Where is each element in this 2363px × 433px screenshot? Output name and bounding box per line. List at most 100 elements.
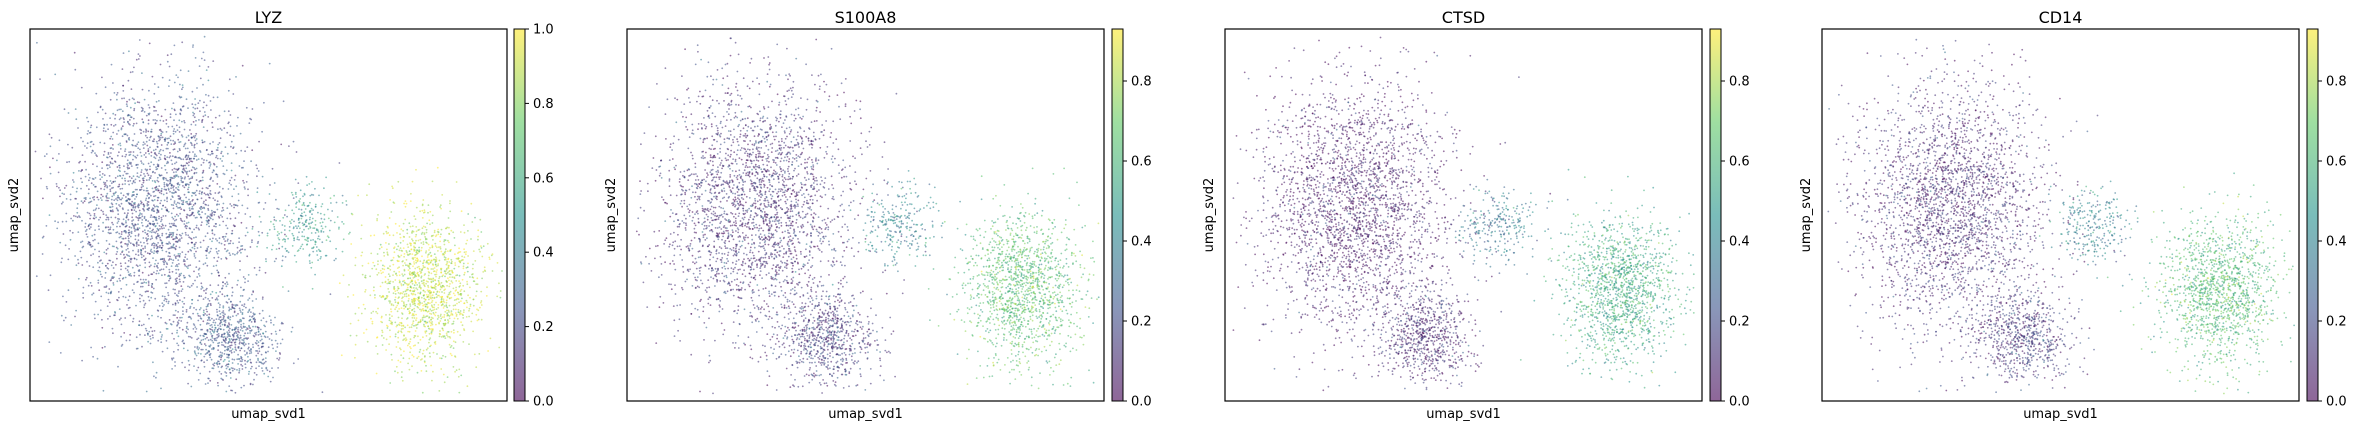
data-point [209, 165, 211, 167]
data-point [265, 261, 267, 263]
data-point [167, 54, 169, 56]
data-point [255, 298, 257, 300]
data-point [186, 309, 188, 311]
data-point [82, 297, 84, 299]
data-point [157, 223, 159, 225]
data-point [164, 296, 166, 298]
data-point [439, 333, 441, 335]
data-point [94, 213, 96, 215]
data-point [205, 345, 207, 347]
data-point [180, 320, 182, 322]
data-point [362, 274, 364, 276]
data-point [148, 198, 150, 200]
data-point [186, 173, 188, 175]
data-point [445, 259, 447, 261]
data-point [410, 193, 412, 195]
data-point [102, 222, 104, 224]
data-point [160, 331, 162, 333]
data-point [207, 193, 209, 195]
data-point [446, 312, 448, 314]
data-point [182, 177, 184, 179]
data-point [110, 190, 112, 192]
data-point [300, 215, 302, 217]
data-point [428, 291, 430, 293]
data-point [445, 272, 447, 274]
data-point [81, 200, 83, 202]
data-point [157, 146, 159, 148]
data-point [412, 265, 414, 267]
data-point [137, 155, 139, 157]
data-point [197, 346, 199, 348]
data-point [211, 359, 213, 361]
data-point [188, 165, 190, 167]
data-point [191, 303, 193, 305]
data-point [153, 375, 155, 377]
data-point [783, 253, 785, 255]
data-point [400, 292, 402, 294]
data-point [457, 318, 459, 320]
data-point [291, 331, 293, 333]
data-point [117, 199, 119, 201]
data-point [70, 324, 72, 326]
data-point [81, 220, 83, 222]
data-point [333, 260, 335, 262]
data-point [155, 110, 157, 112]
data-point [445, 280, 447, 282]
data-point [112, 148, 114, 150]
data-point [235, 331, 237, 333]
data-point [312, 218, 314, 220]
data-point [407, 324, 409, 326]
data-point [184, 297, 186, 299]
data-point [149, 107, 151, 109]
data-point [435, 276, 437, 278]
data-point [230, 301, 232, 303]
data-point [119, 308, 121, 310]
data-point [173, 351, 175, 353]
data-point [134, 198, 136, 200]
data-point [463, 224, 465, 226]
data-point [429, 292, 431, 294]
data-point [89, 198, 91, 200]
data-point [134, 207, 136, 209]
data-point [458, 247, 460, 249]
data-point [451, 355, 453, 357]
data-point [366, 194, 368, 196]
data-point [141, 215, 143, 217]
data-point [125, 220, 127, 222]
data-point [387, 279, 389, 281]
data-point [135, 235, 137, 237]
data-point [181, 134, 183, 136]
data-point [216, 240, 218, 242]
data-point [175, 131, 177, 133]
data-point [180, 110, 182, 112]
data-point [390, 308, 392, 310]
data-point [136, 259, 138, 261]
data-point [180, 235, 182, 237]
data-point [463, 274, 465, 276]
data-point [118, 151, 120, 153]
data-point [414, 289, 416, 291]
data-point [467, 385, 469, 387]
data-point [194, 147, 196, 149]
data-point [119, 199, 121, 201]
data-point [229, 331, 231, 333]
data-point [415, 218, 417, 220]
data-point [138, 235, 140, 237]
data-point [228, 348, 230, 350]
data-point [259, 350, 261, 352]
data-point [423, 350, 425, 352]
data-point [216, 251, 218, 253]
data-point [435, 288, 437, 290]
data-point [133, 155, 135, 157]
data-point [243, 323, 245, 325]
data-point [59, 242, 61, 244]
data-point [490, 338, 492, 340]
data-point [106, 156, 108, 158]
data-point [249, 316, 251, 318]
data-point [219, 115, 221, 117]
data-point [333, 195, 335, 197]
data-point [248, 122, 250, 124]
data-point [462, 324, 464, 326]
data-point [206, 187, 208, 189]
data-point [178, 320, 180, 322]
